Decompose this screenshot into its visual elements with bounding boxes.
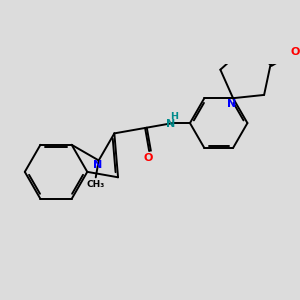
- Text: N: N: [227, 99, 236, 109]
- Text: H: H: [170, 112, 178, 121]
- Text: N: N: [92, 160, 102, 170]
- Text: N: N: [166, 119, 175, 129]
- Text: CH₃: CH₃: [87, 180, 105, 189]
- Text: O: O: [290, 47, 300, 57]
- Text: O: O: [144, 153, 153, 163]
